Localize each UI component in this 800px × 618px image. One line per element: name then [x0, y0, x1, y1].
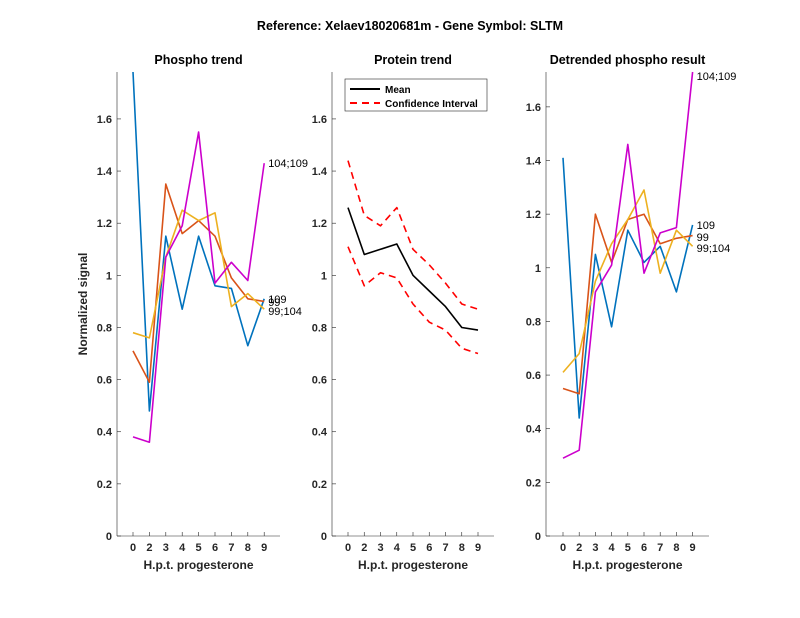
y-tick-label: 0.6 [526, 370, 541, 382]
y-tick-label: 0.8 [97, 322, 112, 334]
series-end-label: 99;104 [697, 243, 731, 255]
y-tick-label: 0.4 [312, 427, 328, 439]
x-tick-label: 3 [163, 542, 169, 554]
x-tick-label: 4 [609, 542, 616, 554]
y-tick-label: 1.6 [312, 114, 327, 126]
y-tick-label: 0 [535, 531, 541, 543]
x-axis-label: H.p.t. progesterone [572, 558, 682, 572]
x-tick-label: 9 [261, 542, 267, 554]
x-tick-label: 5 [625, 542, 631, 554]
x-tick-label: 5 [196, 542, 202, 554]
x-tick-label: 8 [673, 542, 679, 554]
x-tick-label: 2 [576, 542, 582, 554]
y-tick-label: 1 [535, 263, 541, 275]
y-tick-label: 1.4 [97, 166, 113, 178]
x-tick-label: 7 [442, 542, 448, 554]
series-end-label: 104;109 [268, 158, 308, 170]
y-tick-label: 0.2 [312, 479, 327, 491]
x-tick-label: 4 [179, 542, 186, 554]
legend-label-mean: Mean [385, 85, 411, 96]
y-axis-label: Normalized signal [76, 253, 90, 356]
x-tick-label: 6 [212, 542, 218, 554]
panel-title: Detrended phospho result [550, 53, 706, 67]
figure-title: Reference: Xelaev18020681m - Gene Symbol… [257, 19, 563, 33]
panel-3: Detrended phospho result 0 0.2 0.4 0.6 0.8 1 1.… [526, 53, 737, 572]
y-tick-label: 0.4 [526, 424, 542, 436]
series-line-99-104 [132, 209, 265, 339]
x-tick-label: 0 [345, 542, 351, 554]
series-end-label: 99;104 [268, 306, 302, 318]
x-tick-label: 7 [228, 542, 234, 554]
x-tick-label: 9 [690, 542, 696, 554]
x-tick-label: 8 [245, 542, 251, 554]
y-tick-label: 1 [321, 270, 327, 282]
series-end-label: 109 [268, 294, 286, 306]
series-line-99 [132, 183, 265, 384]
series-line-mean [347, 207, 479, 331]
series-end-label: 99 [268, 297, 280, 309]
y-tick-label: 0 [321, 531, 327, 543]
y-tick-label: 0.2 [526, 477, 541, 489]
series-line-99 [562, 213, 693, 395]
y-tick-label: 0 [106, 531, 112, 543]
x-tick-label: 6 [641, 542, 647, 554]
x-tick-label: 2 [361, 542, 367, 554]
x-tick-label: 5 [410, 542, 416, 554]
panel-title: Protein trend [374, 53, 452, 67]
y-tick-label: 1.6 [97, 114, 112, 126]
y-tick-label: 1.4 [526, 156, 542, 168]
y-tick-label: 1 [106, 270, 112, 282]
x-tick-label: 3 [592, 542, 598, 554]
series-line-109 [132, 72, 265, 412]
y-tick-label: 1.4 [312, 166, 328, 178]
y-tick-label: 1.6 [526, 102, 541, 114]
y-tick-label: 0.2 [97, 479, 112, 491]
series-line-104-109 [562, 71, 694, 459]
series-line-confidence-interval-lower- [347, 246, 479, 355]
x-tick-label: 2 [146, 542, 152, 554]
series-line-confidence-interval-upper- [347, 160, 479, 310]
x-tick-label: 6 [426, 542, 432, 554]
x-tick-label: 9 [475, 542, 481, 554]
legend-label-ci: Confidence Interval [385, 99, 478, 110]
x-tick-label: 0 [560, 542, 566, 554]
x-tick-label: 0 [130, 542, 136, 554]
series-end-label: 99 [697, 232, 709, 244]
series-line-109 [562, 157, 694, 419]
x-axis-label: H.p.t. progesterone [358, 558, 468, 572]
series-line-104-109 [132, 131, 265, 444]
y-tick-label: 0.6 [312, 375, 327, 387]
panel-title: Phospho trend [154, 53, 242, 67]
x-tick-label: 3 [377, 542, 383, 554]
x-axis-label: H.p.t. progesterone [143, 558, 253, 572]
x-tick-label: 4 [394, 542, 401, 554]
y-tick-label: 1.2 [526, 209, 541, 221]
x-tick-label: 7 [657, 542, 663, 554]
x-tick-label: 8 [459, 542, 465, 554]
legend-box [344, 78, 488, 112]
legend: Mean Confidence Interval [344, 78, 488, 112]
series-line-99-104 [562, 189, 694, 373]
y-tick-label: 0.4 [97, 427, 113, 439]
series-end-label: 109 [697, 220, 715, 232]
y-tick-label: 1.2 [312, 218, 327, 230]
y-tick-label: 0.8 [526, 316, 541, 328]
y-tick-label: 1.2 [97, 218, 112, 230]
y-tick-label: 0.6 [97, 375, 112, 387]
y-tick-label: 0.8 [312, 322, 327, 334]
series-end-label: 104;109 [697, 71, 737, 83]
